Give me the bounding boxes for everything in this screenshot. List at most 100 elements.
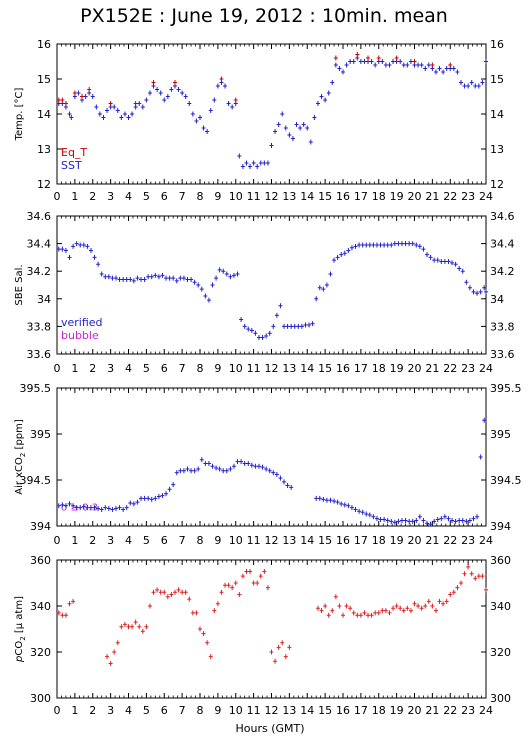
y-axis-label: SBE Sal. [14,264,25,305]
data-point [215,601,220,607]
data-point [224,271,229,277]
data-point [217,267,222,273]
data-point [265,585,270,591]
x-tick-label: 14 [300,362,314,375]
y-axis-label: pCO2 [µ atm] [14,596,27,663]
x-tick-label: 4 [125,190,132,203]
data-point [172,80,177,85]
data-point [174,278,179,284]
x-tick-label: 8 [197,704,204,717]
x-tick-label: 18 [372,362,386,375]
data-point [146,274,151,280]
data-point [273,129,278,134]
x-tick-label: 20 [408,362,422,375]
x-tick-label: 2 [89,362,96,375]
data-point [63,503,68,509]
data-point [153,495,158,501]
data-point [128,500,133,506]
data-point [244,160,249,166]
data-point [156,494,161,500]
data-point [128,276,133,282]
data-point [260,334,265,340]
x-tick-label: 3 [107,704,114,717]
data-point [198,626,202,632]
y-tick-label-left: 340 [30,600,51,613]
panel-4: 0 1 2 3 4 5 6 7 8 9 10 11 12 13 14 15 16 17 18 19 20 21 22 23 24… [14,554,511,717]
x-tick-label: 1 [71,190,78,203]
data-point [433,69,438,75]
data-point [425,252,430,258]
data-point [105,108,110,113]
data-point [315,101,320,106]
data-point [122,621,127,627]
data-point [369,59,374,64]
data-point [92,254,97,260]
data-point [210,282,215,288]
data-point [467,285,472,291]
data-point [165,94,170,99]
data-point [192,468,197,474]
x-tick-label: 9 [214,362,221,375]
data-point [196,282,201,288]
x-tick-label: 10 [229,190,243,203]
data-point [416,603,421,609]
data-point [333,594,338,600]
x-tick-label: 11 [247,190,261,203]
data-point [324,497,329,503]
data-point [246,326,251,332]
data-point [233,97,238,103]
x-tick-label: 9 [214,190,221,203]
x-tick-label: 1 [71,704,78,717]
plot-frame [56,387,487,527]
data-point [437,66,442,71]
data-point [133,619,138,625]
data-point [56,610,61,616]
data-point [419,62,424,68]
data-point [348,605,353,611]
data-point [121,276,126,282]
data-point [248,569,253,574]
data-point [484,587,488,593]
x-tick-label: 8 [197,190,204,203]
data-point [63,101,68,106]
x-tick-label: 2 [89,190,96,203]
data-point [401,62,406,68]
data-point [108,101,113,106]
data-point [230,104,235,110]
data-point [289,484,294,490]
data-point [156,274,161,280]
x-tick-label: 21 [425,534,439,547]
data-point [455,69,460,75]
x-tick-label: 17 [354,534,368,547]
data-point [464,279,469,285]
data-point [63,612,68,618]
data-point [149,496,154,502]
data-point [140,628,145,634]
data-point [451,589,456,595]
x-tick-label: 10 [229,362,243,375]
data-point [446,516,451,522]
data-point [321,496,326,502]
data-point [403,517,408,523]
data-point [484,289,488,295]
data-point [56,97,61,103]
data-point [71,503,76,509]
x-tick-label: 15 [318,534,332,547]
legend-eq-t: Eq_T [61,146,87,159]
data-point [131,501,136,507]
x-tick-label: 5 [143,190,150,203]
data-point [435,257,440,263]
data-point [287,644,292,650]
data-point [237,592,242,597]
data-point [466,83,471,89]
data-point [450,260,455,266]
data-point [353,506,358,512]
data-point [339,501,344,507]
y-tick-label-right: 395.5 [490,382,522,395]
data-point [280,640,285,646]
data-point [439,516,444,522]
data-point [208,108,213,113]
data-point [78,505,83,511]
y-tick-label-right: 340 [490,600,511,613]
x-tick-label: 10 [229,704,243,717]
